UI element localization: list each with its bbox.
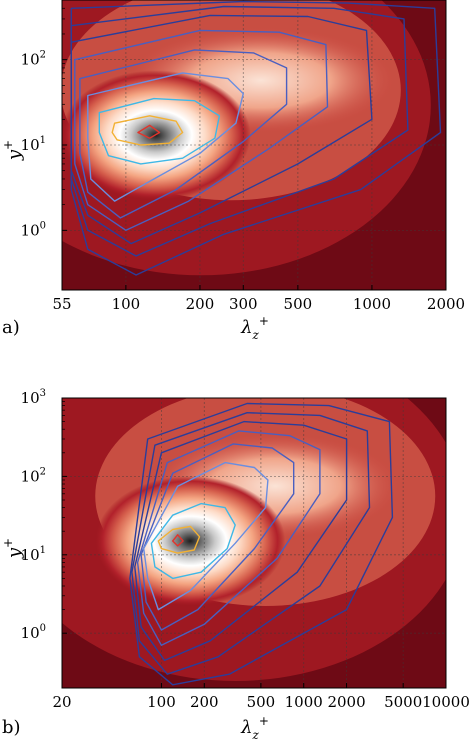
contour-line <box>131 412 371 675</box>
contour-line <box>87 72 244 202</box>
x-tick-label: 200 <box>186 295 215 313</box>
x-tick-label: 1000 <box>353 295 391 313</box>
contour-line <box>140 443 295 631</box>
x-tick-label: 500 <box>284 295 313 313</box>
x-tick-label: 2000 <box>427 295 465 313</box>
contour-line <box>74 29 329 231</box>
contour-line <box>134 420 348 662</box>
panel-a-x-ticks: 55 100 200 300 500 1000 2000 <box>52 285 465 313</box>
x-tick-label: 20 <box>52 693 71 711</box>
x-tick-label: 100 <box>112 295 141 313</box>
panel-b-frame <box>61 397 447 689</box>
contour-line <box>137 124 161 139</box>
contour-line <box>70 14 373 245</box>
heatmap-core <box>62 70 251 201</box>
x-tick-label: 1000 <box>285 693 323 711</box>
contour-line <box>129 402 394 686</box>
contour-line <box>111 115 184 146</box>
y-tick-label: 102 <box>21 466 46 485</box>
x-tick-label: 300 <box>229 295 258 313</box>
panel-a-contours <box>70 0 442 276</box>
x-tick-label: 10000 <box>422 693 470 711</box>
panel-b-x-ticks: 20 100 200 500 1000 2000 5000 10000 <box>52 683 470 711</box>
contour-line <box>150 502 236 580</box>
x-tick-label: 2000 <box>327 693 365 711</box>
panel-b: 20 100 200 500 1000 2000 5000 10000 10010110210… <box>1 388 470 742</box>
panel-a-x-axis-label: λz+ <box>240 314 269 342</box>
y-tick-label: 103 <box>21 388 46 407</box>
contour-line <box>98 97 221 165</box>
contour-line <box>70 0 442 276</box>
panel-a-label: a) <box>2 317 20 338</box>
panel-b-plot-area <box>62 398 446 688</box>
x-tick-label: 55 <box>52 295 71 313</box>
contour-line <box>143 461 269 611</box>
contour-line <box>157 525 201 554</box>
contour-line <box>136 430 321 646</box>
y-tick-label: 100 <box>21 220 46 239</box>
panel-b-grid <box>62 398 446 688</box>
panel-a-plot-area <box>62 0 446 290</box>
x-tick-label: 5000 <box>384 693 422 711</box>
heatmap-core <box>95 475 286 606</box>
panel-b-y-axis-label: y+ <box>1 538 25 559</box>
panel-b-heatmap <box>62 398 446 681</box>
y-tick-label: 100 <box>21 623 46 642</box>
x-tick-label: 500 <box>247 693 276 711</box>
y-tick-label: 102 <box>21 50 46 69</box>
panel-b-x-axis-label: λz+ <box>240 714 269 742</box>
panel-b-label: b) <box>2 717 21 738</box>
x-tick-label: 100 <box>147 693 176 711</box>
panel-a-heatmap <box>62 0 431 276</box>
panel-b-contours <box>129 402 394 686</box>
contour-line <box>79 49 288 219</box>
x-tick-label: 200 <box>190 693 219 711</box>
contour-line <box>70 5 409 257</box>
contour-line <box>172 534 184 547</box>
